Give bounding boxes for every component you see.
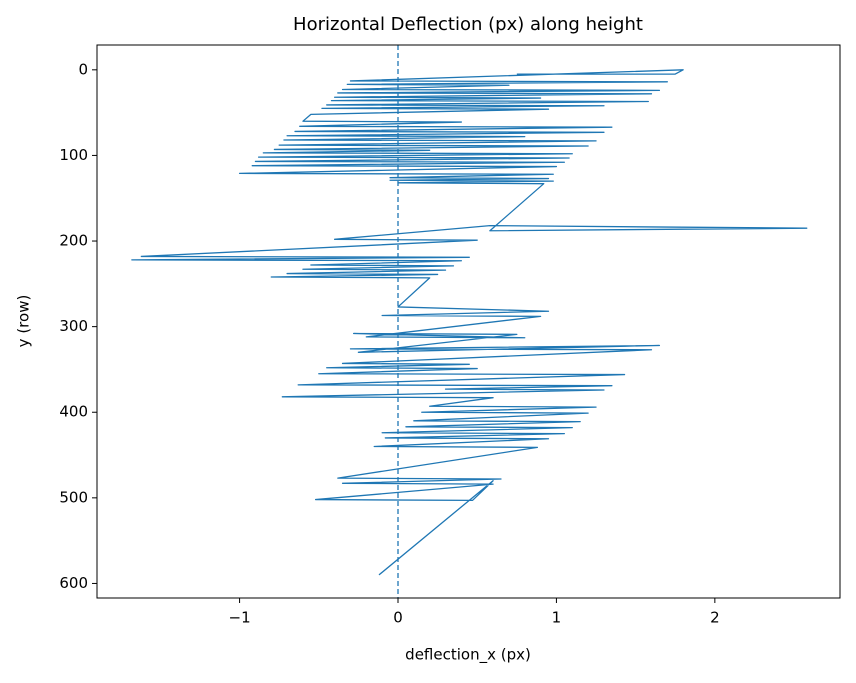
y-tick-label: 0	[78, 60, 88, 78]
y-tick-label: 300	[59, 317, 88, 335]
x-tick-label: 1	[552, 609, 562, 627]
y-axis-label: y (row)	[15, 295, 33, 348]
y-tick-label: 200	[59, 232, 88, 250]
y-tick-label: 400	[59, 403, 88, 421]
x-tick-label: 2	[710, 609, 720, 627]
x-axis-label: deflection_x (px)	[405, 646, 531, 665]
y-tick-label: 100	[59, 146, 88, 164]
chart-title: Horizontal Deflection (px) along height	[293, 14, 643, 35]
plot-frame	[96, 44, 841, 599]
data-line	[131, 69, 808, 576]
y-tick-label: 600	[59, 574, 88, 592]
x-tick-label: −1	[229, 609, 251, 627]
x-tick-label: 0	[393, 609, 403, 627]
y-tick-label: 500	[59, 488, 88, 506]
